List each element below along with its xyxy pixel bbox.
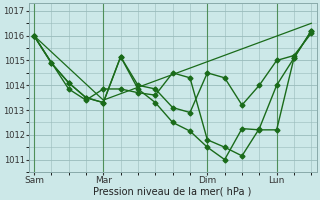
X-axis label: Pression niveau de la mer( hPa ): Pression niveau de la mer( hPa ) (93, 187, 252, 197)
